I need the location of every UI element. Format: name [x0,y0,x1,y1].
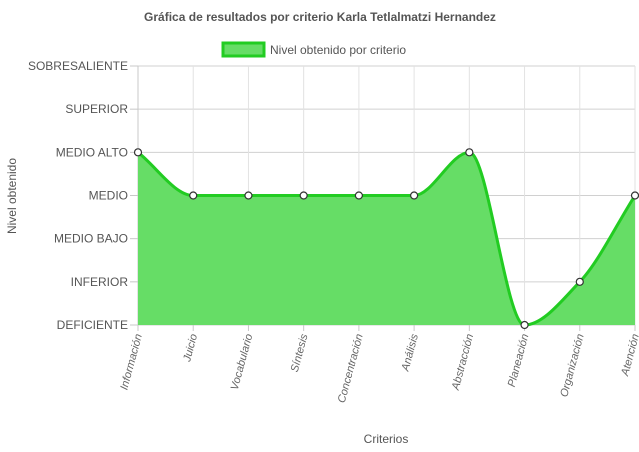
y-tick-label: MEDIO BAJO [54,232,128,246]
legend[interactable]: Nivel obtenido por criterio [221,41,406,58]
y-tick-label: SUPERIOR [65,102,128,116]
x-tick-label: Vocabulario [229,333,256,392]
y-tick-label: SOBRESALIENTE [28,59,128,73]
y-tick-label: MEDIO ALTO [56,145,128,159]
x-tick-label: Síntesis [289,332,311,373]
x-tick-label: Análisis [399,332,421,373]
data-point[interactable] [410,191,419,200]
data-point[interactable] [630,191,639,200]
x-tick-label: Juicio [181,333,200,364]
legend-swatch [221,41,266,58]
y-axis-ticks: DEFICIENTE INFERIOR MEDIO BAJO MEDIO MEDIO A… [28,59,128,332]
x-tick-label: Información [118,333,144,392]
x-axis-label: Criterios [364,432,409,446]
x-axis-ticks: Información Juicio Vocabulario Síntesis Conc… [118,332,639,404]
legend-label: Nivel obtenido por criterio [270,43,406,57]
chart-title: Gráfica de resultados por criterio Karla… [144,10,496,24]
x-tick-label: Abstracción [450,333,477,393]
y-tick-label: MEDIO [89,189,128,203]
data-point[interactable] [244,191,253,200]
data-point[interactable] [575,277,584,286]
data-point[interactable] [189,191,198,200]
y-tick-label: INFERIOR [71,275,129,289]
data-point[interactable] [520,320,529,330]
data-point[interactable] [354,191,363,200]
data-point[interactable] [299,191,308,200]
x-tick-label: Atención [619,333,639,378]
x-tick-label: Planeación [506,333,532,389]
x-tick-label: Organización [558,333,586,399]
x-tick-label: Concentración [336,333,366,405]
data-point[interactable] [133,148,143,157]
y-tick-label: DEFICIENTE [57,318,128,332]
y-axis-label: Nivel obtenido [5,158,19,234]
data-points [133,148,639,330]
data-point[interactable] [465,148,474,157]
